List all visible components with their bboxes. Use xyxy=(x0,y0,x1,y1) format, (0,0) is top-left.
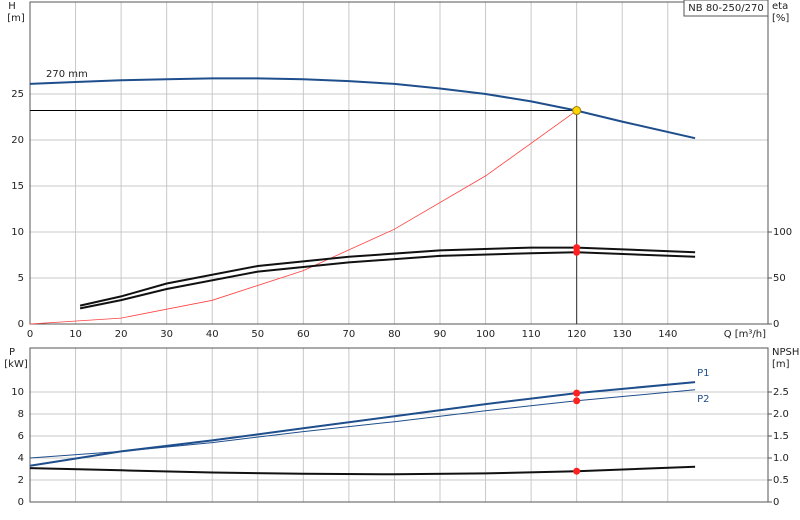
x-tick-label: 0 xyxy=(27,329,33,340)
plot-frame xyxy=(29,1,769,325)
duty-point xyxy=(573,397,581,405)
curve xyxy=(79,251,696,310)
y2-tick-label: 50 xyxy=(773,273,786,284)
y2-tick-label: 1.5 xyxy=(773,431,789,442)
chart-title: NB 80-250/270 xyxy=(688,3,763,14)
curve xyxy=(29,381,696,467)
y-tick-label: 8 xyxy=(18,409,24,420)
y-tick-label: 15 xyxy=(11,181,24,192)
title-box xyxy=(683,0,769,17)
curve-label: 270 mm xyxy=(46,69,88,80)
y2-axis-label: eta xyxy=(772,1,788,12)
x-tick-label: 60 xyxy=(297,329,310,340)
curve xyxy=(29,110,577,325)
y-tick-label: 20 xyxy=(11,135,24,146)
y-axis-unit: [kW] xyxy=(4,359,28,370)
y-tick-label: 4 xyxy=(18,453,24,464)
y-tick-label: 0 xyxy=(18,497,24,508)
y2-axis-unit: [%] xyxy=(772,13,789,24)
duty-point xyxy=(573,467,581,475)
y2-axis-label: NPSH xyxy=(772,347,799,358)
y-axis-label: P xyxy=(9,347,15,358)
x-tick-label: 70 xyxy=(343,329,356,340)
curve xyxy=(79,246,696,307)
y2-axis-unit: [m] xyxy=(772,359,790,370)
x-tick-label: 100 xyxy=(476,329,495,340)
plot-frame xyxy=(29,347,769,503)
x-tick-label: 110 xyxy=(522,329,541,340)
y2-tick-label: 1.0 xyxy=(773,453,789,464)
x-tick-label: 50 xyxy=(251,329,264,340)
y-tick-label: 5 xyxy=(18,273,24,284)
y-tick-label: 25 xyxy=(11,89,24,100)
y2-tick-label: 2.0 xyxy=(773,409,789,420)
y2-tick-label: 0 xyxy=(773,497,779,508)
y2-tick-label: 2.5 xyxy=(773,387,789,398)
y-tick-label: 0 xyxy=(18,319,24,330)
y-tick-label: 6 xyxy=(18,431,24,442)
x-axis-label: Q [m³/h] xyxy=(724,329,766,340)
x-tick-label: 30 xyxy=(160,329,173,340)
y-tick-label: 10 xyxy=(11,387,24,398)
curve-label: P1 xyxy=(697,368,709,379)
curve-label: P2 xyxy=(697,394,709,405)
x-tick-label: 140 xyxy=(658,329,677,340)
y-axis-unit: [m] xyxy=(7,13,25,24)
x-tick-label: 120 xyxy=(567,329,586,340)
y-tick-label: 2 xyxy=(18,475,24,486)
curve xyxy=(29,389,696,459)
y-axis-label: H xyxy=(8,1,16,12)
x-tick-label: 80 xyxy=(388,329,401,340)
x-tick-label: 10 xyxy=(69,329,82,340)
curve xyxy=(29,77,696,140)
x-tick-label: 40 xyxy=(206,329,219,340)
duty-point xyxy=(573,389,581,397)
x-tick-label: 20 xyxy=(115,329,128,340)
duty-point xyxy=(573,248,581,256)
x-tick-label: 130 xyxy=(613,329,632,340)
y-tick-label: 10 xyxy=(11,227,24,238)
curve xyxy=(29,465,696,476)
y2-tick-label: 100 xyxy=(773,227,792,238)
x-tick-label: 90 xyxy=(434,329,447,340)
operating-point xyxy=(572,106,582,116)
y2-tick-label: 0.5 xyxy=(773,475,789,486)
y2-tick-label: 0 xyxy=(773,319,779,330)
